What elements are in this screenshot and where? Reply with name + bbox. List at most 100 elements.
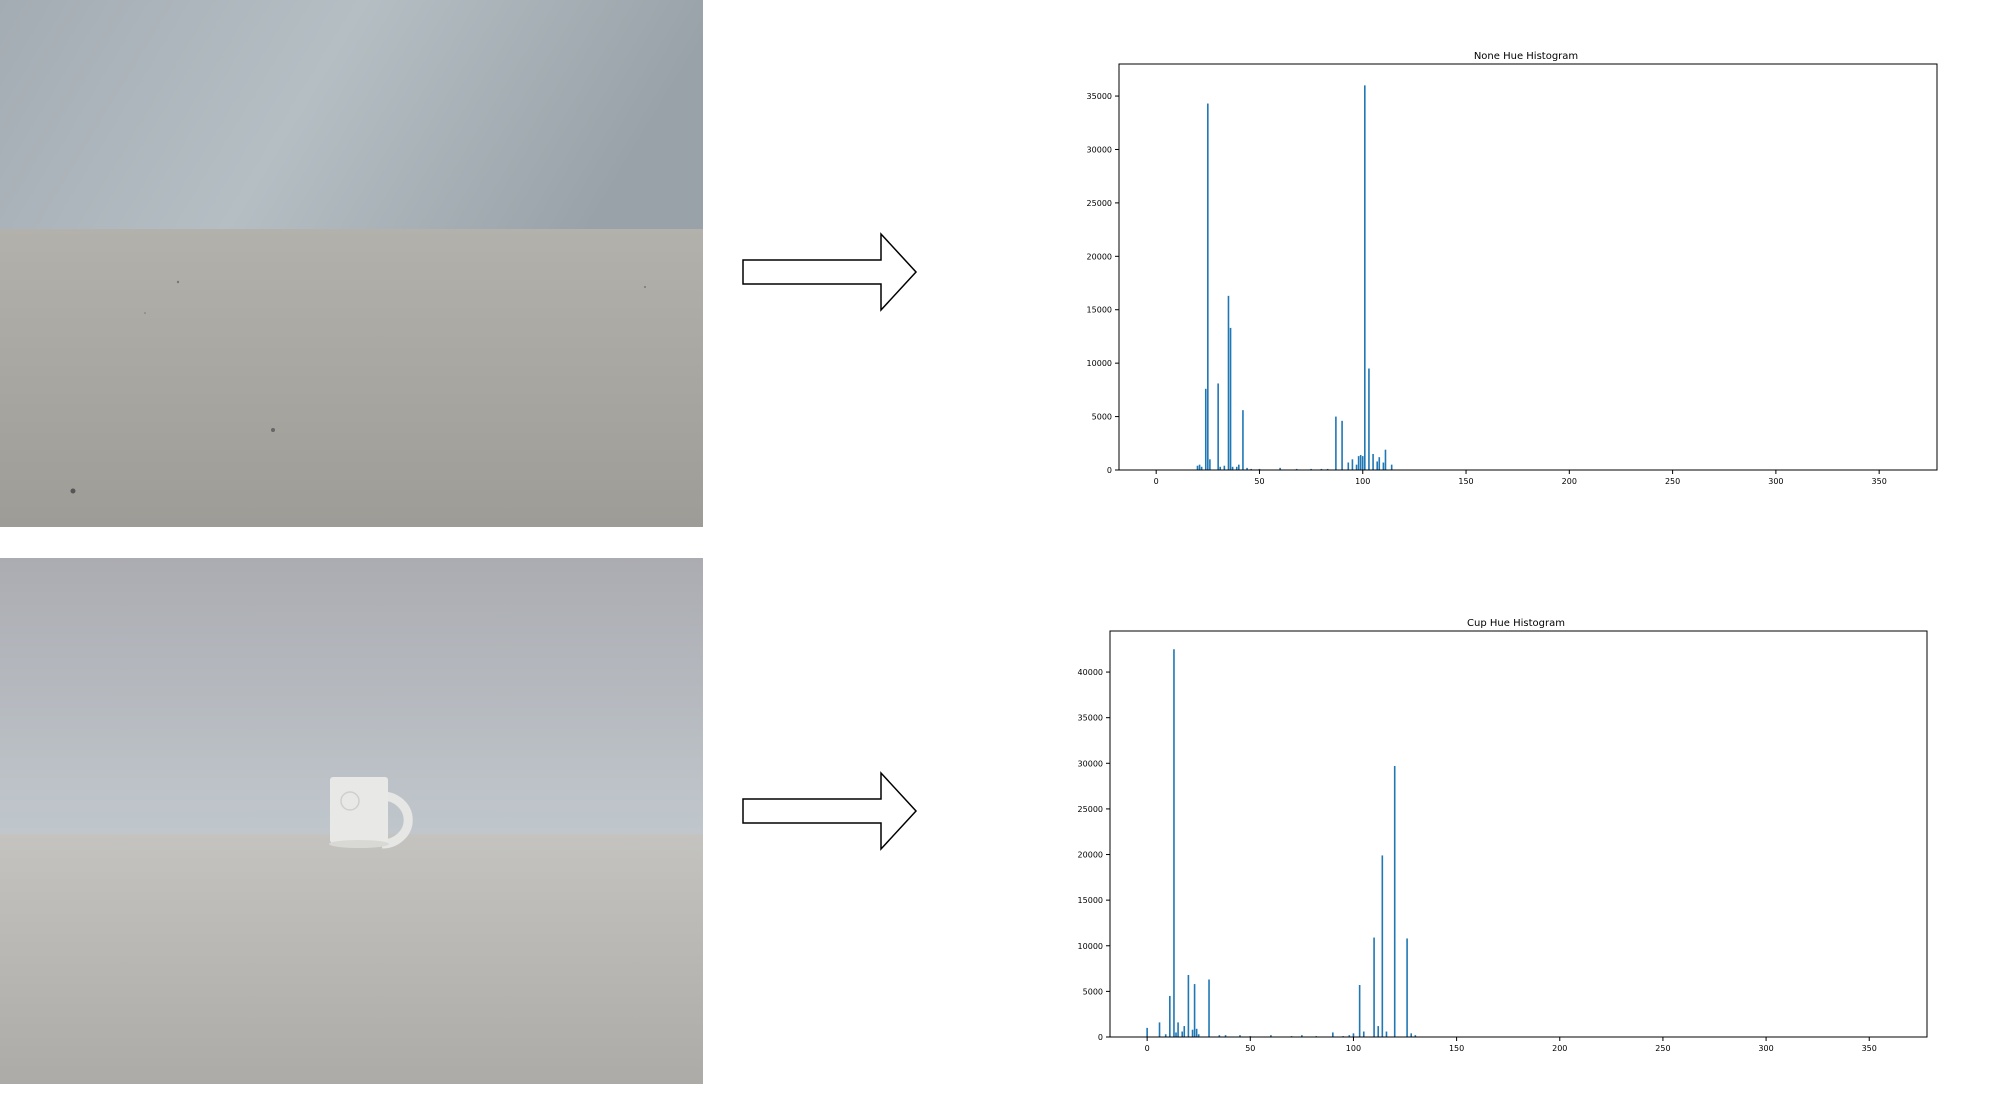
histogram-bar [1358, 985, 1361, 1037]
histogram-bar [1385, 1031, 1388, 1037]
histogram-bar [1382, 462, 1385, 470]
histogram-bar [1295, 468, 1298, 470]
histogram-bar [1191, 1029, 1194, 1037]
cup-hue-histogram: Cup Hue Histogram 0 50 100 150 200 250 300 350 0… [1050, 597, 2010, 1097]
histogram-bar [1219, 466, 1222, 470]
x-tick-label: 250 [1655, 1044, 1670, 1053]
y-tick-label: 15000 [1078, 896, 1103, 905]
x-tick-label: 300 [1758, 1044, 1773, 1053]
histogram-bar [1279, 467, 1281, 470]
x-tick-label: 0 [1145, 1044, 1150, 1053]
x-tick-label: 100 [1346, 1044, 1361, 1053]
histogram-bar [1364, 85, 1366, 470]
histogram-bar [1177, 1022, 1179, 1037]
y-tick-label: 40000 [1078, 668, 1103, 677]
histogram-bar [1209, 459, 1211, 470]
right-arrow-icon [738, 771, 918, 851]
x-tick-label: 100 [1355, 477, 1370, 486]
y-tick-label: 25000 [1078, 805, 1103, 814]
y-tick-label: 25000 [1087, 199, 1112, 208]
y-tick-label: 10000 [1087, 359, 1112, 368]
histogram-bar [1372, 453, 1374, 470]
histogram-bar [1158, 1022, 1161, 1037]
histogram-bar [1357, 456, 1360, 470]
histogram-bar [1310, 468, 1312, 470]
histogram-bar [1242, 410, 1244, 470]
bars [1146, 649, 1417, 1037]
histogram-bar [1377, 1026, 1380, 1037]
y-tick-label: 30000 [1078, 759, 1103, 768]
histogram-bar [1368, 368, 1370, 470]
x-tick-label: 200 [1552, 1044, 1567, 1053]
x-tick-label: 300 [1768, 477, 1783, 486]
histogram-bar [1301, 1035, 1303, 1037]
histogram-bar [1362, 1031, 1365, 1037]
chart-title: None Hue Histogram [1474, 51, 1578, 62]
histogram-bar [1390, 464, 1393, 470]
histogram-bar [1217, 383, 1219, 470]
histogram-bar [1218, 1035, 1221, 1037]
y-tick-label: 35000 [1087, 92, 1112, 101]
y-tick-label: 35000 [1078, 714, 1103, 723]
histogram-bar [1223, 465, 1226, 470]
histogram-bar [1193, 984, 1196, 1037]
histogram-bar [1347, 462, 1350, 470]
histogram-bar [1320, 468, 1323, 470]
histogram-bar [1200, 466, 1203, 470]
histogram-bar [1195, 1028, 1198, 1037]
histogram-bar [1378, 457, 1381, 470]
right-arrow-icon [738, 232, 918, 312]
histogram-bar [1384, 449, 1387, 470]
histogram-bar [1359, 455, 1362, 470]
histogram-bar [1169, 995, 1171, 1037]
x-tick-label: 150 [1449, 1044, 1464, 1053]
histogram-bar [1341, 420, 1343, 470]
histogram-bar [1207, 103, 1209, 470]
histogram-bar [1227, 295, 1230, 470]
bars [1196, 85, 1393, 470]
histogram-bar [1164, 1034, 1167, 1037]
background-photo [0, 0, 703, 527]
histogram-bar [1175, 1032, 1177, 1037]
histogram-bar [1373, 937, 1375, 1037]
y-tick-label: 0 [1098, 1033, 1103, 1042]
y-tick-label: 20000 [1087, 252, 1112, 261]
histogram-bar [1181, 1031, 1184, 1037]
axes-frame [1118, 63, 1938, 471]
histogram-bar [1351, 459, 1354, 470]
y-tick-label: 15000 [1087, 306, 1112, 315]
chart-title: Cup Hue Histogram [1467, 618, 1565, 629]
histogram-bar [1173, 649, 1175, 1037]
x-tick-label: 50 [1254, 477, 1264, 486]
y-tick-label: 30000 [1087, 145, 1112, 154]
y-tick-label: 10000 [1078, 942, 1103, 951]
histogram-bar [1238, 464, 1240, 470]
histogram-bar [1355, 464, 1358, 470]
cup-icon [329, 777, 413, 849]
histogram-bar [1335, 416, 1337, 470]
x-tick-label: 0 [1154, 477, 1159, 486]
histogram-bar [1258, 468, 1261, 470]
x-tick-label: 350 [1862, 1044, 1877, 1053]
histogram-bar [1393, 766, 1396, 1037]
histogram-bar [1196, 465, 1199, 470]
histogram-bar [1361, 456, 1364, 470]
histogram-bar [1146, 1027, 1148, 1037]
histogram-bar [1376, 461, 1379, 470]
histogram-bar [1197, 1034, 1200, 1037]
histogram-bar [1239, 1035, 1241, 1037]
histogram-bar [1204, 388, 1207, 470]
x-tick-label: 150 [1458, 477, 1473, 486]
histogram-bar [1326, 468, 1329, 470]
histogram-bar [1198, 464, 1201, 470]
histogram-bar [1246, 467, 1248, 470]
histogram-bar [1410, 1033, 1413, 1037]
y-tick-label: 5000 [1083, 987, 1103, 996]
x-tick-label: 250 [1665, 477, 1680, 486]
histogram-bar [1270, 1035, 1272, 1037]
x-tick-label: 200 [1562, 477, 1577, 486]
y-tick-label: 5000 [1092, 413, 1112, 422]
cup-photo [0, 558, 703, 1084]
x-tick-label: 50 [1245, 1044, 1255, 1053]
histogram-bar [1381, 855, 1384, 1037]
